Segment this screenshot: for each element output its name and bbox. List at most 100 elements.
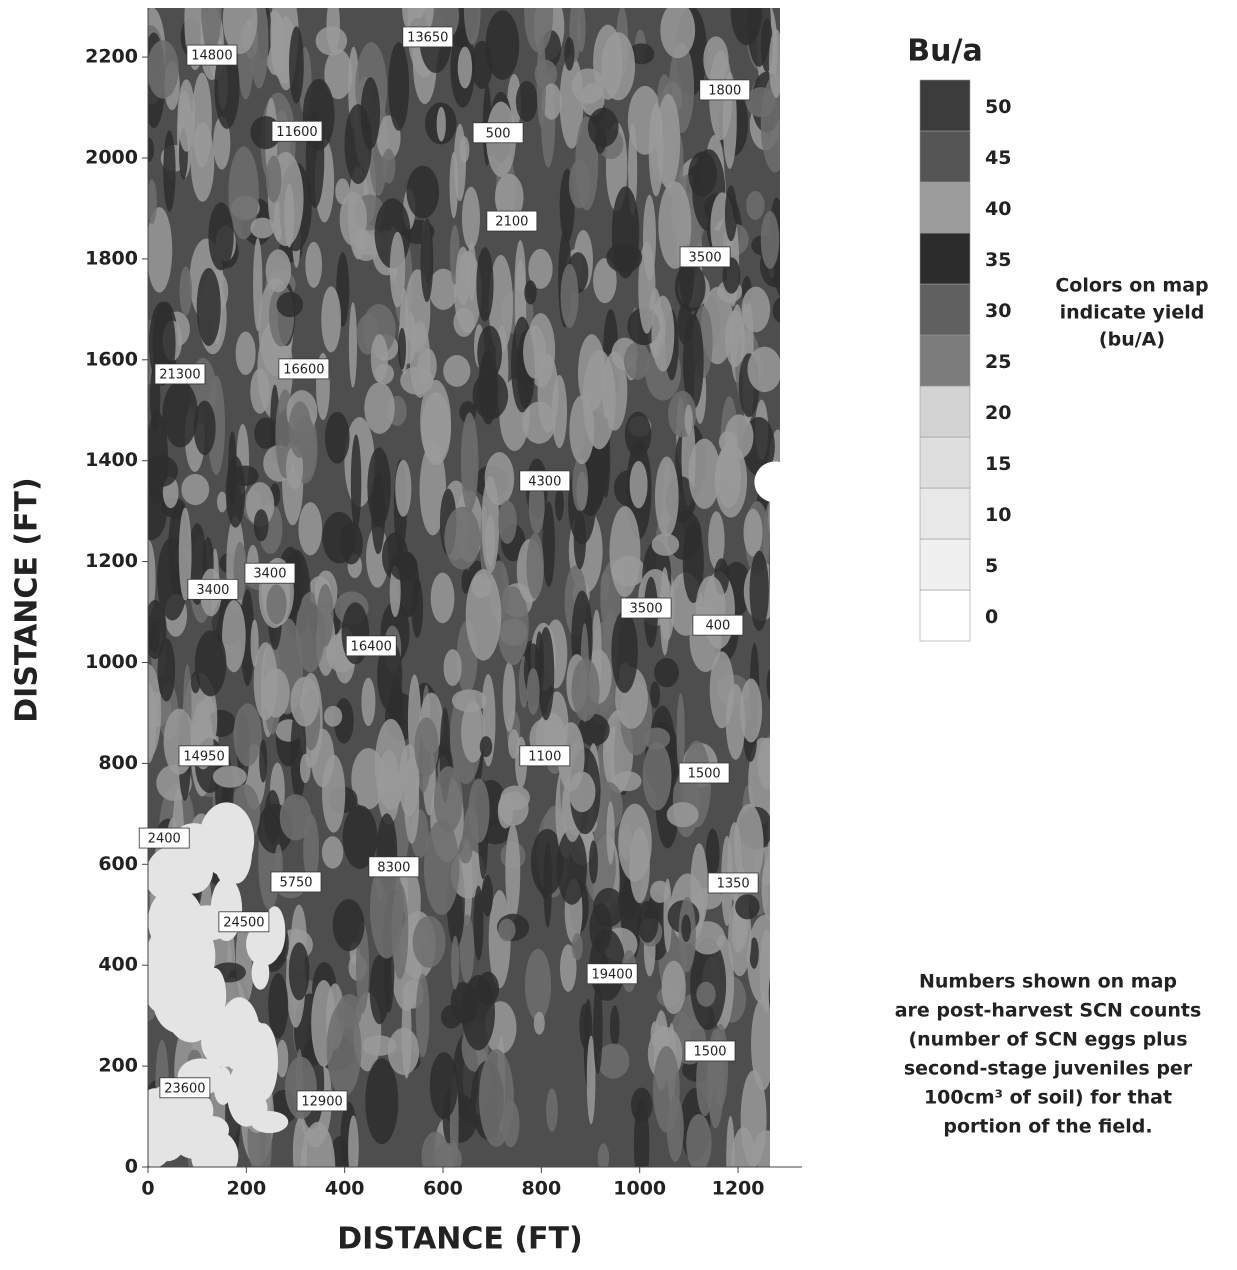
texture xyxy=(461,701,486,763)
texture xyxy=(217,491,228,513)
texture xyxy=(461,186,481,250)
texture xyxy=(577,8,586,53)
scn-label-box xyxy=(187,578,239,600)
scn-count: 1500 xyxy=(693,1044,726,1059)
texture xyxy=(377,639,403,712)
scn-label-box xyxy=(178,745,230,767)
texture xyxy=(177,79,196,152)
texture xyxy=(677,303,693,345)
scn-label-box xyxy=(218,911,270,933)
texture xyxy=(324,49,353,100)
texture xyxy=(288,26,304,104)
legend-band xyxy=(919,538,971,591)
scn-label-box xyxy=(519,470,571,492)
texture xyxy=(415,973,430,1058)
texture xyxy=(676,693,685,775)
legend-label: 45 xyxy=(985,147,1011,169)
legend-band xyxy=(919,283,971,336)
texture xyxy=(651,533,680,556)
scn-count: 3400 xyxy=(253,567,286,582)
texture xyxy=(250,619,259,667)
scn-count: 14950 xyxy=(183,749,224,764)
x-tick-label: 600 xyxy=(423,1178,463,1200)
texture xyxy=(656,93,681,189)
texture xyxy=(628,43,655,65)
scn-count: 2100 xyxy=(495,215,528,230)
texture xyxy=(735,894,760,920)
texture xyxy=(245,482,275,527)
texture xyxy=(419,443,447,536)
scn-label-box xyxy=(270,871,322,893)
texture xyxy=(322,754,346,833)
texture xyxy=(638,241,656,334)
texture xyxy=(344,104,372,185)
texture xyxy=(705,828,720,879)
texture xyxy=(430,572,455,624)
texture xyxy=(222,600,246,673)
texture xyxy=(299,753,311,784)
texture xyxy=(450,849,486,899)
texture xyxy=(420,218,434,303)
texture xyxy=(633,1099,650,1167)
texture xyxy=(708,511,725,570)
texture xyxy=(324,705,343,727)
texture xyxy=(213,1066,233,1105)
x-tick-label: 200 xyxy=(227,1178,267,1200)
scn-label-box xyxy=(486,210,538,232)
scn-count: 1500 xyxy=(688,766,721,781)
scn-label-box xyxy=(296,1090,348,1112)
texture xyxy=(543,841,552,928)
x-tick-label: 800 xyxy=(522,1178,562,1200)
texture xyxy=(295,1048,304,1129)
texture xyxy=(536,35,547,128)
texture xyxy=(461,569,471,594)
texture xyxy=(759,929,774,1013)
scn-label-box xyxy=(154,363,206,385)
texture xyxy=(629,460,648,509)
scn-count: 1100 xyxy=(528,749,561,764)
texture xyxy=(681,914,691,943)
texture xyxy=(276,292,304,318)
texture xyxy=(395,459,412,517)
texture xyxy=(476,971,500,1006)
legend-label: 25 xyxy=(985,351,1011,373)
texture xyxy=(348,1115,359,1167)
x-tick-label: 400 xyxy=(325,1178,365,1200)
texture xyxy=(444,506,481,570)
texture xyxy=(339,192,367,246)
texture xyxy=(766,658,780,711)
texture xyxy=(761,857,777,920)
texture xyxy=(265,155,282,203)
y-tick-label: 1800 xyxy=(85,247,138,269)
texture xyxy=(414,717,439,777)
texture xyxy=(451,689,487,712)
y-tick-label: 1000 xyxy=(85,651,138,673)
texture xyxy=(179,266,193,316)
texture xyxy=(606,242,643,273)
texture xyxy=(374,718,408,810)
scn-count: 1350 xyxy=(717,876,750,891)
texture xyxy=(423,819,460,915)
texture xyxy=(526,533,544,599)
texture xyxy=(515,80,538,122)
texture xyxy=(597,1143,610,1167)
texture xyxy=(253,509,269,542)
texture xyxy=(623,341,651,380)
texture xyxy=(524,948,552,1021)
texture xyxy=(757,737,778,791)
yield-surface xyxy=(148,8,780,1167)
y-axis-title: DISTANCE (FT) xyxy=(10,477,45,722)
texture xyxy=(370,334,389,383)
legend-band xyxy=(919,79,971,132)
texture xyxy=(488,890,511,989)
legend-label: 30 xyxy=(985,300,1011,322)
texture xyxy=(485,515,496,567)
texture xyxy=(749,550,769,632)
texture xyxy=(276,1039,289,1078)
texture xyxy=(724,185,738,242)
texture xyxy=(468,778,490,843)
scn-label-box xyxy=(519,745,571,767)
texture xyxy=(594,127,607,154)
